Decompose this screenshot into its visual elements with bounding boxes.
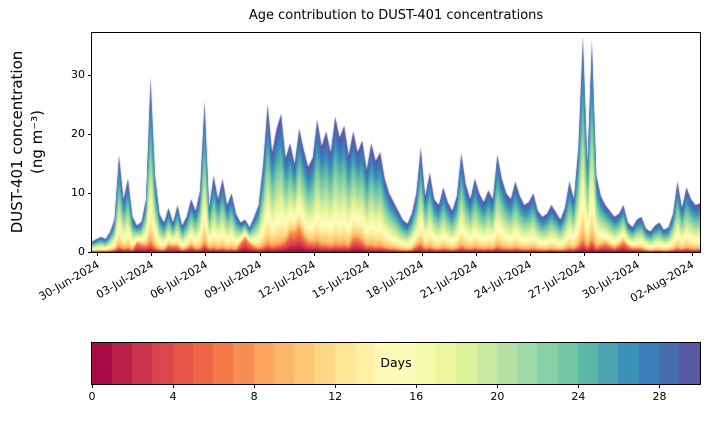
stacked-area-chart	[92, 33, 700, 252]
y-tick-mark	[88, 192, 92, 194]
cb-tick-label: 12	[328, 390, 343, 403]
cb-tick-label: 0	[88, 390, 96, 403]
y-tick-mark	[88, 74, 92, 76]
x-tick-mark	[583, 252, 585, 256]
cb-tick-mark	[173, 384, 175, 388]
cb-tick-mark	[416, 384, 418, 388]
cb-tick-mark	[335, 384, 337, 388]
chart-title: Age contribution to DUST-401 concentrati…	[248, 8, 544, 23]
cb-tick-label: 20	[490, 390, 505, 403]
x-tick-label: 24-Jul-2024	[471, 258, 534, 302]
x-tick-mark	[421, 252, 423, 256]
x-tick-label: 09-Jul-2024	[201, 258, 264, 302]
y-tick-label: 10	[71, 186, 85, 200]
cb-tick-label: 8	[250, 390, 258, 403]
cb-tick-mark	[659, 384, 661, 388]
y-tick-label: 30	[71, 68, 85, 82]
y-tick-mark	[88, 251, 92, 253]
x-tick-label: 27-Jul-2024	[526, 258, 588, 302]
cb-tick-label: 4	[169, 390, 177, 403]
cb-tick-label: 28	[652, 390, 667, 403]
x-tick-mark	[205, 252, 207, 256]
x-tick-label: 12-Jul-2024	[255, 258, 318, 302]
x-tick-mark	[529, 252, 531, 256]
cb-tick-label: 24	[571, 390, 586, 403]
x-tick-label: 18-Jul-2024	[363, 258, 426, 302]
y-axis-label: DUST-401 concentration (ng m⁻³)	[7, 2, 47, 282]
cb-tick-mark	[497, 384, 499, 388]
x-tick-mark	[475, 252, 477, 256]
x-tick-mark	[313, 252, 315, 256]
cb-tick-label: 16	[409, 390, 424, 403]
cb-tick-mark	[254, 384, 256, 388]
x-tick-mark	[97, 252, 99, 256]
x-tick-label: 03-Jul-2024	[93, 258, 156, 302]
x-tick-label: 15-Jul-2024	[309, 258, 372, 302]
colorbar	[91, 342, 701, 385]
x-tick-mark	[637, 252, 639, 256]
y-tick-label: 20	[71, 127, 85, 141]
x-tick-mark	[259, 252, 261, 256]
x-tick-label: 06-Jul-2024	[147, 258, 210, 302]
y-tick-mark	[88, 133, 92, 135]
cb-tick-mark	[578, 384, 580, 388]
x-tick-mark	[367, 252, 369, 256]
cb-tick-mark	[92, 384, 93, 388]
x-tick-mark	[691, 252, 693, 256]
y-axis-label-line1: DUST-401 concentration	[8, 50, 26, 234]
x-tick-label: 21-Jul-2024	[417, 258, 480, 302]
colorbar-gradient	[92, 343, 700, 384]
x-tick-mark	[151, 252, 153, 256]
plot-area	[91, 32, 701, 253]
y-axis-label-line2: (ng m⁻³)	[28, 109, 46, 175]
y-tick-label: 0	[78, 245, 85, 258]
